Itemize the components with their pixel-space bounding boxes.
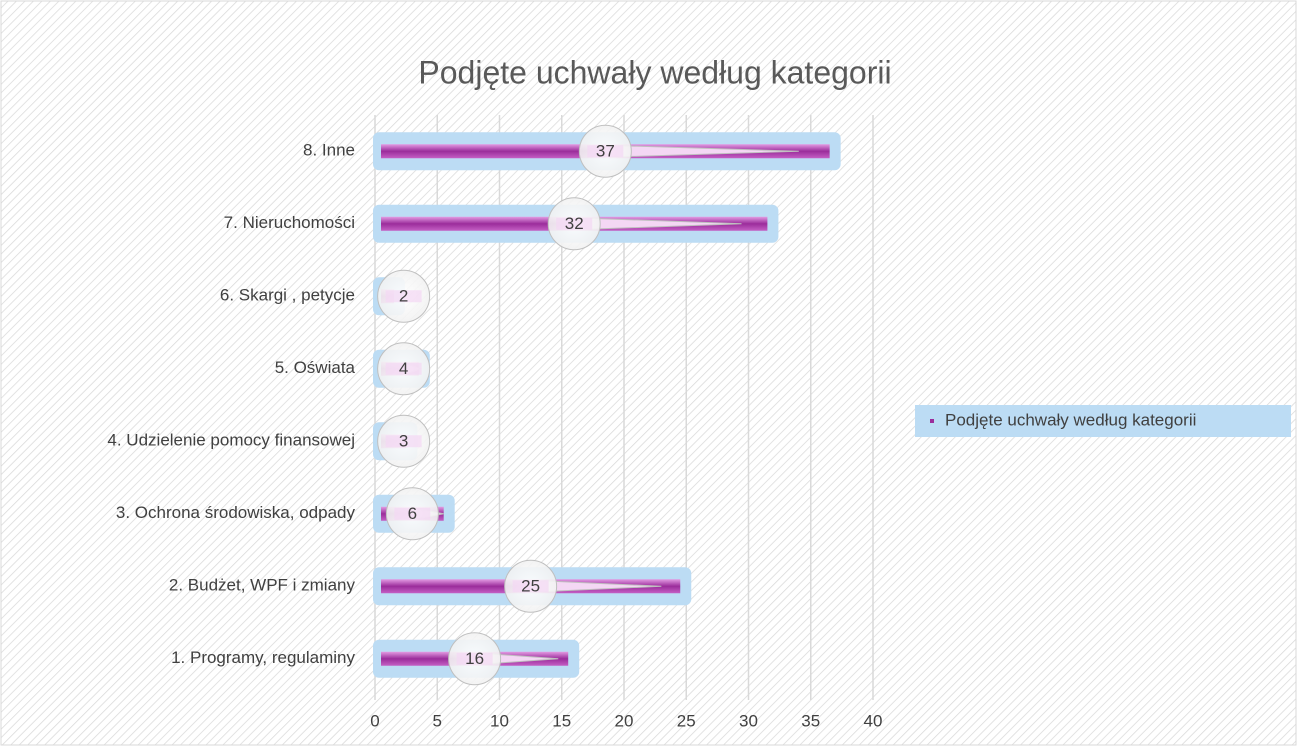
legend-marker — [930, 419, 934, 423]
chart-title: Podjęte uchwały według kategorii — [418, 54, 891, 90]
data-label: 3 — [399, 432, 408, 451]
x-tick-label: 20 — [615, 711, 634, 730]
x-tick-label: 15 — [552, 711, 571, 730]
data-label: 32 — [565, 214, 584, 233]
data-label: 2 — [399, 287, 408, 306]
callout-band — [385, 290, 422, 303]
legend-label: Podjęte uchwały według kategorii — [945, 410, 1196, 429]
x-tick-label: 10 — [490, 711, 509, 730]
data-label: 25 — [521, 577, 540, 596]
x-tick-label: 25 — [677, 711, 696, 730]
callout-band — [456, 652, 493, 665]
x-tick-label: 35 — [801, 711, 820, 730]
x-tick-label: 30 — [739, 711, 758, 730]
y-tick-label: 5. Oświata — [275, 358, 356, 377]
callout-band — [556, 217, 593, 230]
x-tick-label: 0 — [370, 711, 379, 730]
y-tick-label: 7. Nieruchomości — [224, 213, 355, 232]
callout-band — [587, 145, 624, 158]
y-tick-label: 2. Budżet, WPF i zmiany — [169, 576, 356, 595]
legend-box — [915, 405, 1291, 437]
legend: Podjęte uchwały według kategorii — [915, 405, 1291, 437]
callout-band — [385, 362, 422, 375]
callout-band — [394, 507, 431, 520]
data-label: 37 — [596, 142, 615, 161]
y-tick-label: 4. Udzielenie pomocy finansowej — [107, 431, 355, 450]
y-tick-label: 8. Inne — [303, 141, 355, 160]
data-label: 6 — [408, 504, 417, 523]
x-tick-label: 5 — [433, 711, 442, 730]
data-label: 16 — [465, 649, 484, 668]
callout-band — [512, 580, 549, 593]
y-tick-label: 1. Programy, regulaminy — [171, 648, 355, 667]
callout-band — [385, 435, 422, 448]
x-tick-label: 40 — [864, 711, 883, 730]
y-tick-label: 3. Ochrona środowiska, odpady — [116, 503, 356, 522]
y-tick-label: 6. Skargi , petycje — [220, 286, 355, 305]
data-label: 4 — [399, 359, 408, 378]
